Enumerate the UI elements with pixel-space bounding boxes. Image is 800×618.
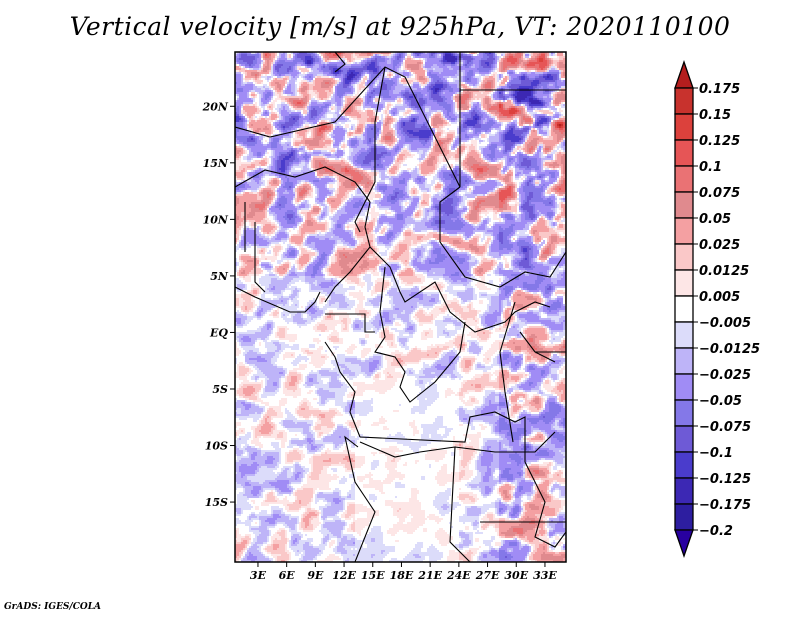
border-line bbox=[254, 222, 266, 293]
colorbar-label: −0.005 bbox=[699, 316, 751, 331]
border-line bbox=[359, 441, 471, 562]
border-line bbox=[459, 52, 566, 91]
colorbar-label: −0.2 bbox=[699, 524, 733, 539]
y-tick-label: EQ bbox=[209, 326, 228, 339]
border-line bbox=[369, 246, 551, 333]
colorbar-segment bbox=[674, 113, 694, 141]
colorbar-label: 0.125 bbox=[699, 134, 740, 149]
x-tick-label: 12E bbox=[332, 569, 356, 582]
border-line bbox=[324, 201, 371, 303]
colorbar-label: 0.05 bbox=[699, 212, 731, 227]
colorbar-segment bbox=[674, 243, 694, 271]
border-line bbox=[454, 431, 556, 453]
colorbar-label: 0.1 bbox=[699, 160, 722, 175]
y-tick-label: 15S bbox=[205, 496, 228, 509]
y-tick-label: 10N bbox=[203, 213, 229, 226]
chart-title: Vertical velocity [m/s] at 925hPa, VT: 2… bbox=[69, 12, 731, 41]
colorbar-label: 0.0125 bbox=[699, 264, 749, 279]
colorbar-label: −0.175 bbox=[699, 498, 751, 513]
colorbar-label: −0.0125 bbox=[699, 342, 760, 357]
border-line bbox=[235, 166, 371, 203]
colorbar-segment bbox=[674, 165, 694, 193]
y-tick-label: 15N bbox=[203, 157, 229, 170]
colorbar-segment bbox=[674, 191, 694, 219]
border-line bbox=[439, 186, 566, 288]
border-line bbox=[324, 341, 361, 438]
colorbar-label: 0.075 bbox=[699, 186, 740, 201]
y-axis: 20N 15N 10N 5N EQ 5S 10S 15S bbox=[202, 100, 235, 509]
colorbar-segment bbox=[674, 503, 694, 531]
colorbar: 0.175 0.15 0.125 0.1 0.075 0.05 0.025 0.0125 0.0… bbox=[674, 60, 760, 558]
x-axis: 3E 6E 9E 12E 15E 18E 21E 24E 27E 30E 33E bbox=[250, 562, 557, 582]
colorbar-segment bbox=[674, 347, 694, 375]
border-line bbox=[359, 411, 526, 462]
x-tick-label: 15E bbox=[361, 569, 385, 582]
x-tick-label: 24E bbox=[446, 569, 471, 582]
x-tick-label: 3E bbox=[250, 569, 267, 582]
colorbar-label: −0.125 bbox=[699, 472, 751, 487]
colorbar-label: −0.025 bbox=[699, 368, 751, 383]
y-tick-label: 20N bbox=[202, 100, 229, 113]
colorbar-extend-min bbox=[674, 529, 694, 558]
colorbar-label: 0.005 bbox=[699, 290, 740, 305]
colorbar-segment bbox=[674, 477, 694, 505]
colorbar-segment bbox=[674, 425, 694, 453]
colorbar-extend-max bbox=[674, 60, 694, 89]
colorbar-segment bbox=[674, 217, 694, 245]
x-tick-label: 18E bbox=[390, 569, 414, 582]
colorbar-label: −0.05 bbox=[699, 394, 742, 409]
colorbar-segment bbox=[674, 451, 694, 479]
border-line bbox=[524, 461, 566, 548]
vertical-velocity-field bbox=[235, 52, 566, 562]
colorbar-label: −0.075 bbox=[699, 420, 751, 435]
border-line bbox=[235, 286, 321, 313]
colorbar-segment bbox=[674, 295, 694, 323]
colorbar-label: 0.175 bbox=[699, 82, 740, 97]
colorbar-label: 0.025 bbox=[699, 238, 740, 253]
colorbar-segment bbox=[674, 269, 694, 297]
border-line bbox=[354, 66, 386, 233]
grads-credit: GrADS: IGES/COLA bbox=[4, 602, 102, 612]
x-tick-label: 33E bbox=[533, 569, 557, 582]
country-borders bbox=[235, 52, 566, 562]
border-line bbox=[325, 313, 375, 333]
x-tick-label: 21E bbox=[417, 569, 442, 582]
map-frame bbox=[234, 51, 567, 563]
y-tick-label: 10S bbox=[205, 440, 228, 453]
colorbar-segment bbox=[674, 87, 694, 115]
border-line bbox=[499, 301, 516, 443]
colorbar-label: −0.1 bbox=[699, 446, 733, 461]
border-line bbox=[519, 331, 556, 363]
map-panel bbox=[235, 52, 566, 562]
y-tick-label: 5N bbox=[210, 270, 229, 283]
x-tick-label: 30E bbox=[504, 569, 528, 582]
x-tick-label: 6E bbox=[279, 569, 296, 582]
border-line bbox=[334, 52, 346, 73]
colorbar-segment bbox=[674, 139, 694, 167]
colorbar-segment bbox=[674, 321, 694, 349]
colorbar-segment bbox=[674, 373, 694, 401]
y-tick-label: 5S bbox=[212, 383, 228, 396]
x-tick-label: 9E bbox=[307, 569, 324, 582]
x-tick-label: 27E bbox=[475, 569, 500, 582]
colorbar-segment bbox=[674, 399, 694, 427]
border-line bbox=[344, 435, 376, 562]
colorbar-label: 0.15 bbox=[699, 108, 731, 123]
border-line bbox=[374, 266, 466, 403]
